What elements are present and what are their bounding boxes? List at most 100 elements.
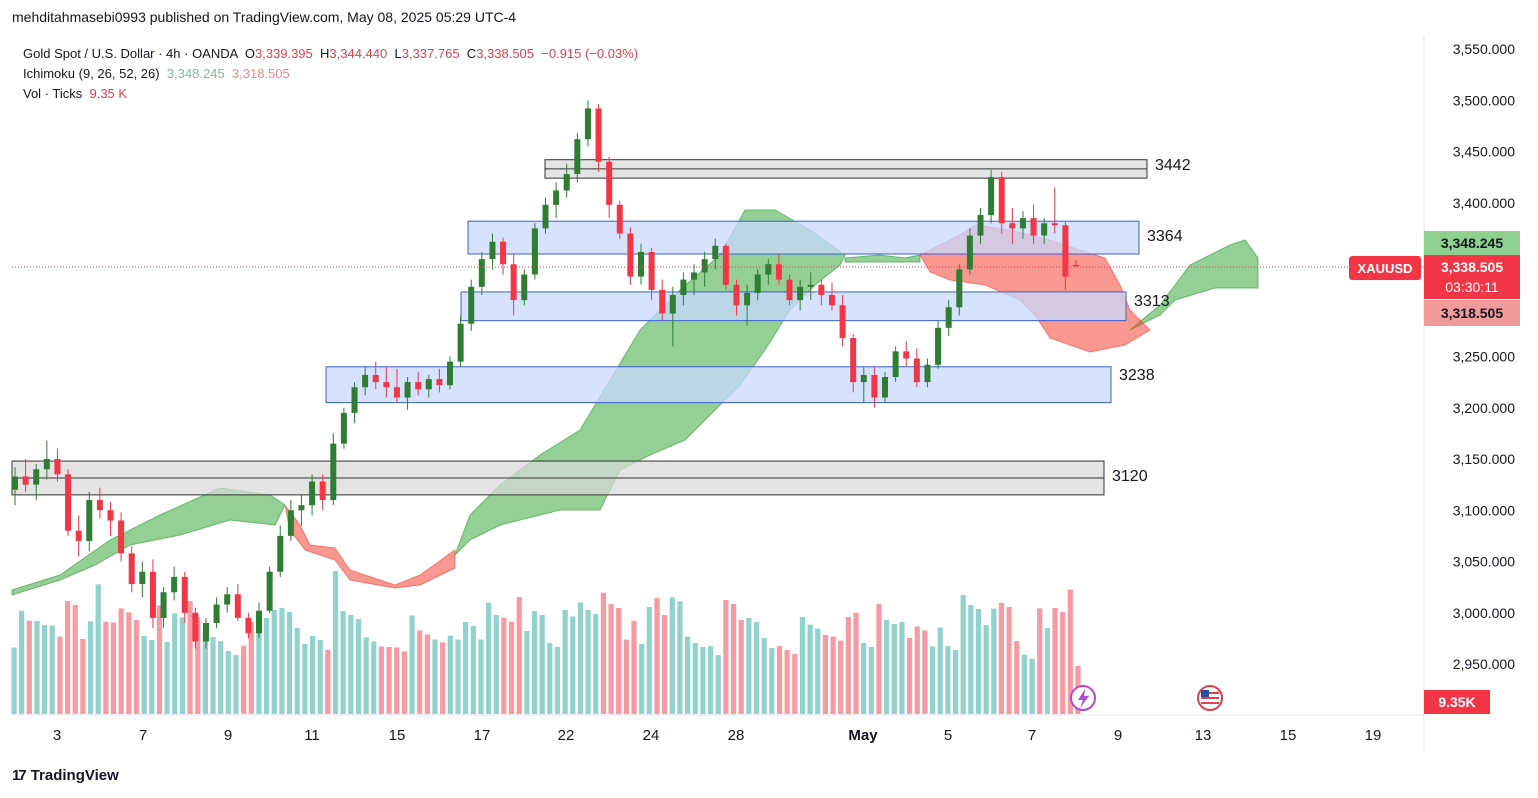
tradingview-logo-icon: 17 bbox=[12, 767, 27, 784]
volume-bar bbox=[164, 642, 170, 714]
candle bbox=[945, 300, 952, 336]
candle-body bbox=[1009, 223, 1016, 229]
y-tick-label: 3,150.000 bbox=[1453, 451, 1515, 467]
candle bbox=[733, 279, 740, 316]
volume-bar bbox=[1052, 608, 1058, 714]
candle-body bbox=[669, 295, 676, 314]
candle-body bbox=[595, 108, 602, 162]
candle-body bbox=[415, 382, 422, 390]
candle bbox=[775, 254, 782, 285]
y-tick-label: 2,950.000 bbox=[1453, 656, 1515, 672]
cloud-red-area bbox=[284, 504, 456, 589]
x-tick-label: 9 bbox=[224, 727, 232, 744]
volume-bar bbox=[11, 647, 17, 714]
us-flag-icon[interactable] bbox=[1197, 685, 1223, 711]
volume-bar bbox=[1060, 612, 1066, 714]
candle bbox=[1073, 259, 1079, 267]
candlesticks bbox=[12, 100, 1079, 649]
candle bbox=[65, 469, 72, 536]
candle bbox=[425, 374, 432, 398]
candle bbox=[22, 459, 29, 492]
candle bbox=[627, 227, 634, 285]
candle bbox=[86, 491, 93, 552]
lightning-icon[interactable] bbox=[1070, 685, 1096, 711]
candle bbox=[43, 440, 50, 480]
legend-ichimoku-v2: 3,318.505 bbox=[231, 66, 290, 81]
volume-bar bbox=[784, 650, 790, 714]
candle bbox=[340, 407, 347, 449]
volume-bar bbox=[1029, 658, 1035, 714]
candle bbox=[107, 502, 114, 536]
candle-body bbox=[425, 379, 432, 390]
candle-body bbox=[160, 592, 167, 618]
candle bbox=[12, 467, 18, 506]
candle-body bbox=[128, 553, 135, 585]
volume-bar bbox=[42, 625, 48, 714]
candle-body bbox=[1073, 264, 1079, 267]
y-tick-label: 3,200.000 bbox=[1453, 400, 1515, 416]
volume-bar bbox=[87, 621, 94, 714]
candle-body bbox=[637, 251, 644, 277]
candle bbox=[998, 172, 1005, 234]
volume-bar bbox=[118, 608, 124, 714]
candle bbox=[330, 433, 337, 506]
volume-bar bbox=[49, 625, 55, 714]
candle bbox=[447, 356, 454, 390]
support-resistance-zones bbox=[11, 159, 1148, 496]
volume-bar bbox=[884, 620, 890, 714]
x-tick-label: 7 bbox=[139, 727, 147, 744]
volume-bar bbox=[386, 647, 392, 714]
volume-bar bbox=[685, 636, 691, 714]
candle bbox=[1030, 204, 1037, 244]
volume-bar bbox=[807, 624, 813, 714]
x-tick-label: 3 bbox=[53, 727, 61, 744]
candle-body bbox=[966, 235, 973, 270]
candle-body bbox=[43, 459, 50, 470]
candle bbox=[245, 612, 252, 639]
legend-symbol: Gold Spot / U.S. Dollar · 4h · OANDA bbox=[23, 46, 238, 61]
candle-body bbox=[256, 610, 263, 634]
candle-body bbox=[330, 443, 337, 500]
volume-bar bbox=[309, 636, 316, 714]
volume-bars bbox=[11, 571, 1081, 714]
candle-body bbox=[107, 510, 114, 521]
candle-body bbox=[850, 338, 857, 383]
legend-close-label: C bbox=[466, 46, 477, 61]
chart-legend: Gold Spot / U.S. Dollar · 4h · OANDA O3,… bbox=[23, 44, 638, 104]
volume-bar bbox=[738, 620, 744, 714]
legend-vol-value: 9.35 K bbox=[89, 86, 128, 101]
volume-bar bbox=[769, 648, 775, 714]
candle bbox=[457, 315, 464, 367]
candle bbox=[362, 366, 369, 396]
candle bbox=[797, 279, 804, 311]
volume-bar bbox=[363, 637, 369, 714]
candle bbox=[33, 464, 40, 500]
zone-labels: 3442 3364 3313 3238 3120 bbox=[1112, 157, 1191, 485]
candle bbox=[913, 348, 920, 388]
volume-bar bbox=[470, 626, 476, 714]
candle-body bbox=[171, 576, 178, 593]
volume-bar bbox=[646, 607, 652, 714]
volume-bar bbox=[440, 642, 446, 714]
publisher-line: mehditahmasebi0993 published on TradingV… bbox=[12, 9, 517, 25]
volume-bar bbox=[983, 625, 989, 714]
candle-body bbox=[998, 177, 1005, 224]
volume-badge bbox=[1424, 690, 1490, 714]
candle-body bbox=[584, 108, 591, 140]
volume-bar bbox=[317, 640, 323, 714]
candle-body bbox=[945, 307, 952, 328]
volume-bar bbox=[126, 612, 132, 714]
tradingview-logo[interactable]: 17 TradingView bbox=[12, 767, 119, 784]
candle bbox=[860, 366, 867, 403]
candle-body bbox=[1030, 218, 1037, 236]
candle bbox=[277, 525, 284, 577]
candle bbox=[892, 346, 899, 383]
candle-body bbox=[542, 204, 549, 229]
candle bbox=[722, 243, 729, 290]
volume-bar bbox=[332, 571, 339, 714]
candle bbox=[266, 566, 273, 613]
candle bbox=[786, 274, 793, 306]
candle bbox=[606, 156, 613, 219]
candle bbox=[149, 559, 156, 629]
